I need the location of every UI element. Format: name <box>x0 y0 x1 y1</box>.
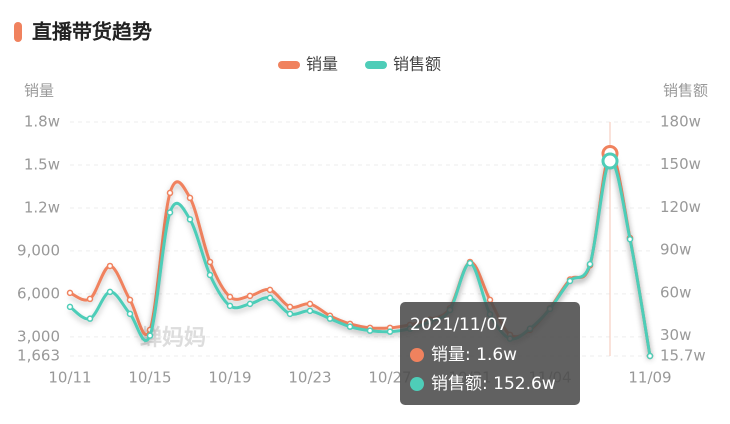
y2-tick-label: 15.7w <box>660 347 706 365</box>
y-tick-label: 1.2w <box>24 198 60 216</box>
data-point <box>486 296 494 304</box>
x-tick-label: 10/11 <box>48 369 91 387</box>
data-point <box>186 216 194 223</box>
tooltip-box <box>400 302 580 405</box>
legend-label: 销量 <box>306 55 338 74</box>
data-point <box>626 235 634 243</box>
tooltip-item: 销售额: 152.6w <box>431 374 556 394</box>
data-point <box>166 189 174 197</box>
x-tick-label: 10/19 <box>208 369 251 387</box>
tooltip-value: 152.6w <box>493 374 556 394</box>
tooltip-series-name: 销售额 <box>431 374 482 394</box>
tooltip-item: 销量: 1.6w <box>431 345 517 365</box>
data-point <box>366 327 374 334</box>
data-point <box>86 295 94 303</box>
series-line <box>69 159 652 357</box>
data-point <box>386 328 394 335</box>
legend-swatch <box>278 61 300 69</box>
data-point <box>126 310 134 318</box>
y2-tick-label: 120w <box>660 198 701 216</box>
chart-title: 直播带货趋势 <box>32 20 152 44</box>
y2-tick-label: 30w <box>660 326 691 344</box>
data-point <box>246 292 254 300</box>
y2-tick-label: 90w <box>660 241 691 259</box>
legend-swatch <box>365 61 387 69</box>
y-axis-title: 销量 <box>24 82 54 100</box>
y-tick-label: 3,000 <box>17 327 60 345</box>
data-point <box>166 209 174 216</box>
plot: 1,663 3,000 6,000 9,000 1.2w 1.5w 1.8w 15.7w 30w… <box>17 113 706 387</box>
x-tick-label: 10/15 <box>128 369 171 387</box>
data-point <box>66 303 74 311</box>
data-point <box>326 315 334 322</box>
y2-tick-label: 60w <box>660 283 691 301</box>
tooltip-title: 2021/11/07 <box>410 315 508 335</box>
data-point <box>206 258 214 266</box>
tooltip-swatch <box>410 377 424 391</box>
data-point <box>226 293 234 301</box>
data-point <box>226 302 234 310</box>
y-tick-label: 1.8w <box>24 113 60 131</box>
data-point <box>646 352 654 360</box>
data-point <box>266 294 274 302</box>
data-point <box>566 277 574 285</box>
data-point <box>306 307 314 315</box>
data-point <box>146 332 154 339</box>
y2-axis-title: 销售额 <box>663 82 708 100</box>
data-point <box>346 323 354 330</box>
tooltip-swatch <box>410 348 424 362</box>
data-point <box>186 194 194 202</box>
tooltip-series-name: 销量 <box>431 345 465 365</box>
tooltip: 2021/11/07 销量: 1.6w 销售额: 152.6w <box>400 302 580 405</box>
data-point <box>106 288 114 296</box>
data-point <box>466 259 474 267</box>
data-point <box>286 310 294 318</box>
data-point <box>106 262 114 270</box>
data-point <box>306 300 314 308</box>
x-tick-label: 10/23 <box>288 369 331 387</box>
title-marker <box>14 22 22 42</box>
legend-label: 销售额 <box>393 55 441 74</box>
x-tick-label: 11/09 <box>628 369 671 387</box>
data-point <box>586 260 594 268</box>
y-tick-label: 1.5w <box>24 155 60 173</box>
data-point <box>126 296 134 304</box>
data-point <box>86 315 94 322</box>
data-point <box>601 152 619 170</box>
data-point <box>246 300 254 308</box>
data-point <box>206 271 214 279</box>
data-point <box>266 286 274 294</box>
data-point <box>286 303 294 311</box>
tooltip-value: 1.6w <box>476 345 517 365</box>
y2-tick-label: 180w <box>660 113 701 131</box>
y-tick-label: 9,000 <box>17 241 60 259</box>
y-tick-label: 6,000 <box>17 284 60 302</box>
data-point <box>66 289 74 297</box>
y-tick-label: 1,663 <box>17 347 60 365</box>
y2-tick-label: 150w <box>660 155 701 173</box>
